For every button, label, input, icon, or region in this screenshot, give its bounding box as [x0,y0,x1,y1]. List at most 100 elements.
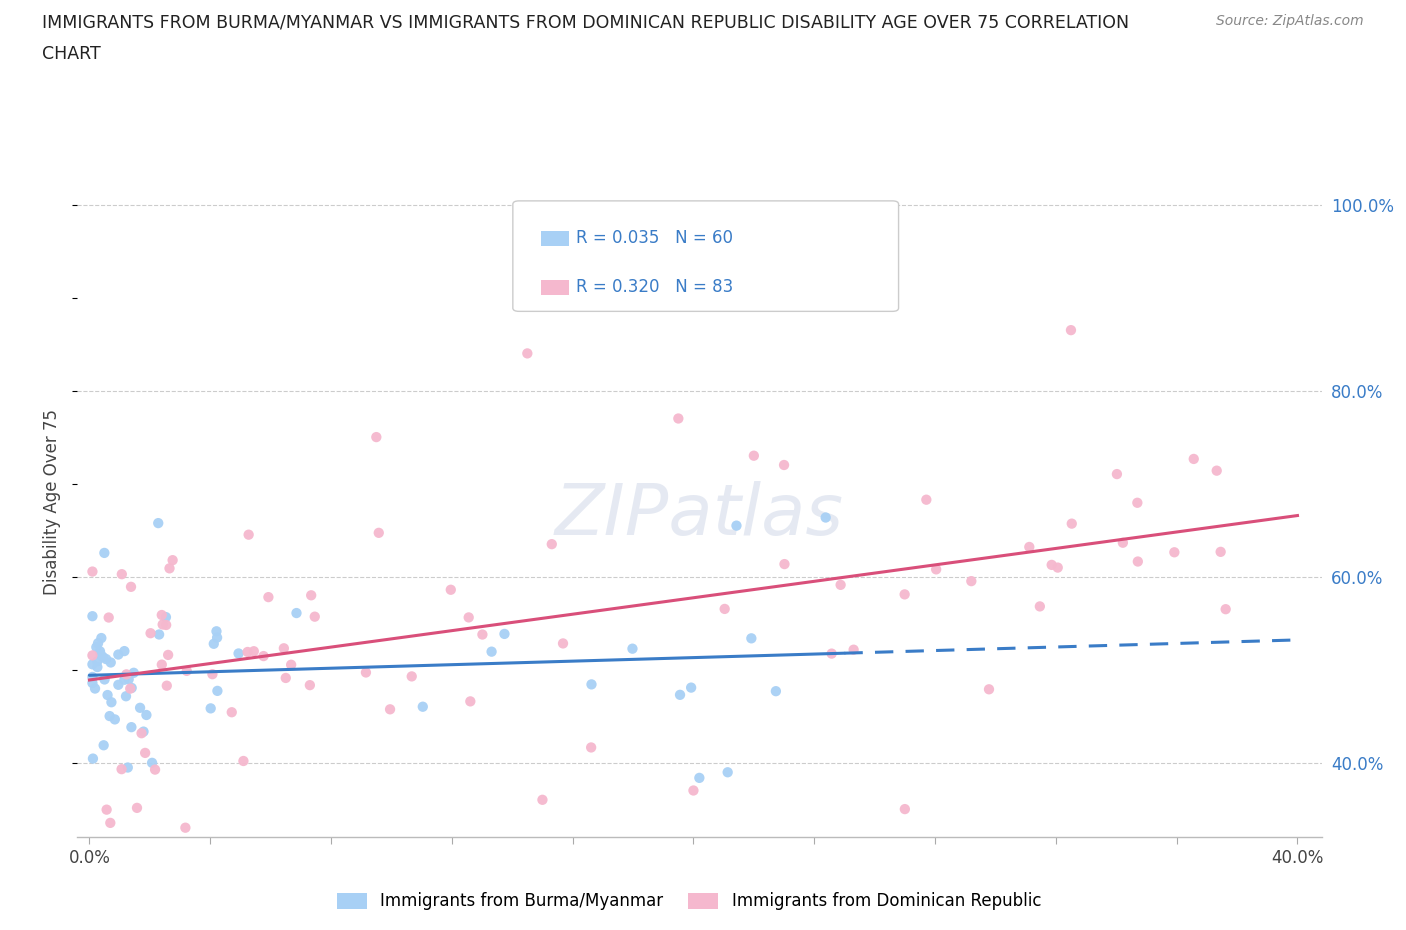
Point [100,655,122,670]
Point [221,705,243,720]
Point [98,816,121,830]
Point [366,430,388,445]
Point [304,609,326,624]
Point [104,712,127,727]
Legend: Immigrants from Burma/Myanmar, Immigrants from Dominican Republic: Immigrants from Burma/Myanmar, Immigrant… [330,885,1047,917]
Point [155,610,177,625]
Point [621,642,644,657]
Point [82,675,104,690]
Point [150,607,173,622]
Point [925,562,948,577]
FancyBboxPatch shape [513,201,898,312]
Point [713,602,735,617]
Point [112,644,135,658]
Point [274,671,297,685]
Point [666,411,689,426]
Point [299,588,322,603]
Point [122,665,145,680]
Point [82,565,104,579]
Point [139,626,162,641]
Point [143,763,166,777]
Point [252,648,274,663]
Point [200,701,222,716]
Point [1209,544,1232,559]
Point [1126,496,1149,511]
Y-axis label: Disability Age Over 75: Disability Age Over 75 [44,409,62,595]
Point [1215,602,1237,617]
Point [412,699,434,714]
Point [893,587,915,602]
Point [93,546,115,561]
Text: Source: ZipAtlas.com: Source: ZipAtlas.com [1216,14,1364,28]
Point [120,720,142,735]
Point [516,346,538,361]
Point [111,566,134,581]
Point [1182,451,1205,466]
Point [96,803,118,817]
Point [280,658,302,672]
Point [232,753,254,768]
Point [150,658,173,672]
Point [1046,560,1069,575]
Point [725,518,748,533]
Point [202,636,225,651]
Point [1060,516,1083,531]
Point [141,755,163,770]
Point [86,654,108,669]
Point [148,515,170,530]
Point [681,680,703,695]
Point [93,737,115,752]
Point [1105,467,1128,482]
Point [257,590,280,604]
Point [238,527,260,542]
Point [236,644,259,659]
Point [118,671,141,686]
Point [155,618,177,632]
Point [117,760,139,775]
Point [134,746,156,761]
FancyBboxPatch shape [541,231,569,246]
Point [378,702,401,717]
Point [579,740,602,755]
Point [201,667,224,682]
Point [84,681,107,696]
Point [298,678,321,693]
Point [1060,323,1083,338]
Point [354,665,377,680]
Point [228,646,250,661]
Point [87,636,110,651]
Point [457,610,479,625]
Point [830,578,852,592]
Point [120,681,142,696]
Point [915,492,938,507]
Point [120,579,142,594]
Point [460,694,482,709]
Point [765,684,787,698]
Point [115,667,138,682]
Point [205,631,228,645]
FancyBboxPatch shape [541,280,569,295]
Point [773,458,796,472]
Point [481,644,503,659]
Text: R = 0.320   N = 83: R = 0.320 N = 83 [576,278,734,297]
Point [401,669,423,684]
Point [82,670,104,684]
Point [82,751,104,766]
Point [682,783,704,798]
Point [131,725,153,740]
Point [285,605,308,620]
Point [207,684,229,698]
Point [205,624,228,639]
Point [121,681,143,696]
Text: IMMIGRANTS FROM BURMA/MYANMAR VS IMMIGRANTS FROM DOMINICAN REPUBLIC DISABILITY A: IMMIGRANTS FROM BURMA/MYANMAR VS IMMIGRA… [42,14,1129,32]
Point [960,574,983,589]
Point [96,687,118,702]
Point [471,627,494,642]
Point [494,627,516,642]
Point [110,762,132,777]
Point [742,448,765,463]
Point [107,677,129,692]
Point [773,557,796,572]
Point [273,641,295,656]
Point [531,792,554,807]
